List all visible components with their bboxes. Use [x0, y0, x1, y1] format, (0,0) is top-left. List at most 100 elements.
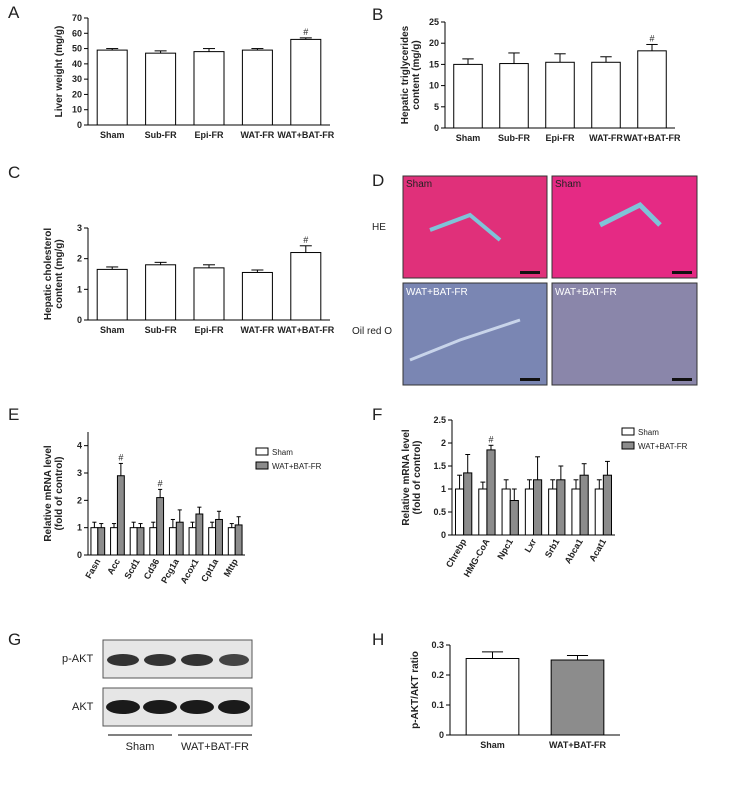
y-tick-label: 30: [72, 74, 82, 84]
y-tick-label: 0: [441, 530, 446, 540]
bar: [156, 497, 165, 556]
bar: [193, 51, 225, 126]
bar: [96, 49, 128, 126]
bar: [188, 527, 197, 556]
y-tick-label: 40: [72, 59, 82, 69]
y-tick-label: 5: [434, 102, 439, 112]
y-tick-label: 0.5: [433, 507, 446, 517]
legend-label: Sham: [638, 428, 659, 437]
y-tick-label: 1: [441, 484, 446, 494]
vessel: [598, 201, 662, 228]
blot-band: [180, 700, 214, 714]
y-tick-label: 10: [429, 81, 439, 91]
panel-letter: B: [372, 5, 383, 24]
panel-letter: A: [8, 3, 20, 22]
significance-mark: #: [488, 434, 493, 444]
tile-label: Sham: [406, 179, 432, 190]
bar: [509, 500, 519, 536]
x-tick-label: Scd1: [122, 557, 141, 581]
bar: [594, 488, 604, 536]
bar: [591, 61, 621, 129]
legend-swatch: [621, 441, 635, 450]
x-tick-label: Sub-FR: [145, 130, 177, 140]
y-tick-label: 4: [77, 441, 82, 451]
x-tick-label: Acat1: [587, 537, 608, 563]
y-tick-label: 50: [72, 44, 82, 54]
tile-label: WAT+BAT-FR: [555, 287, 617, 298]
bar: [486, 449, 496, 536]
y-tick-label: 0: [434, 123, 439, 133]
x-tick-label: WAT-FR: [240, 130, 274, 140]
bar: [110, 527, 118, 556]
bar: [145, 264, 177, 321]
x-tick-label: WAT+BAT-FR: [624, 133, 681, 143]
x-tick-label: WAT+BAT-FR: [277, 325, 334, 335]
blot-band: [181, 654, 213, 666]
y-tick-label: 1.5: [433, 461, 446, 471]
x-tick-label: Epi-FR: [195, 325, 224, 335]
x-tick-label: Sub-FR: [145, 325, 177, 335]
tile-label: Sham: [555, 179, 581, 190]
bar: [465, 658, 520, 736]
bar: [637, 50, 667, 129]
y-tick-label: 2: [77, 254, 82, 264]
he-image: [551, 175, 698, 279]
blot-band: [219, 654, 249, 666]
oil-red-image: [551, 282, 698, 386]
y-axis-label: Liver weight (mg/g): [54, 26, 65, 118]
y-tick-label: 1: [77, 523, 82, 533]
bar: [96, 268, 128, 321]
x-tick-label: WAT-FR: [240, 325, 274, 335]
bar: [463, 472, 473, 536]
y-tick-label: 0: [77, 315, 82, 325]
y-tick-label: 2.5: [433, 415, 446, 425]
blot-band: [144, 654, 176, 666]
scale-bar: [672, 378, 692, 381]
legend-swatch: [255, 447, 269, 456]
panel-letter: E: [8, 405, 19, 424]
y-tick-label: 20: [72, 89, 82, 99]
y-axis-label: (fold of control): [412, 441, 423, 515]
bar: [545, 61, 575, 129]
bar: [241, 271, 273, 321]
x-tick-label: Fasn: [83, 557, 102, 580]
bar: [136, 527, 145, 556]
bar: [533, 479, 543, 536]
y-tick-label: 25: [429, 17, 439, 27]
bar: [290, 252, 322, 321]
x-tick-label: Epi-FR: [546, 133, 575, 143]
y-tick-label: 3: [77, 223, 82, 233]
y-tick-label: 0: [77, 120, 82, 130]
legend-label: WAT+BAT-FR: [272, 462, 322, 471]
significance-mark: #: [649, 33, 654, 43]
y-tick-label: 3: [77, 468, 82, 478]
x-tick-label: Acc: [105, 557, 122, 576]
bar: [129, 527, 138, 556]
panel-letter: G: [8, 630, 21, 649]
bar: [215, 518, 223, 556]
panel-letter: F: [372, 405, 382, 424]
y-tick-label: 60: [72, 28, 82, 38]
bar: [550, 659, 605, 736]
scale-bar: [520, 271, 540, 274]
bar: [227, 527, 236, 556]
x-tick-label: WAT-FR: [589, 133, 623, 143]
significance-mark: #: [158, 478, 163, 488]
bar: [571, 488, 581, 536]
bar: [149, 527, 158, 556]
row-label: AKT: [72, 701, 94, 713]
x-tick-label: Chrebp: [444, 537, 469, 570]
scale-bar: [520, 378, 540, 381]
tile-label: WAT+BAT-FR: [406, 287, 468, 298]
x-tick-label: Sham: [456, 133, 481, 143]
bar: [90, 527, 99, 556]
bar: [168, 527, 177, 556]
y-tick-label: 70: [72, 13, 82, 23]
y-tick-label: 0.3: [431, 640, 444, 650]
y-axis-label: content (mg/g): [54, 239, 65, 308]
vessel: [409, 318, 521, 362]
bar: [195, 513, 204, 556]
x-tick-label: Srb1: [543, 537, 562, 559]
y-tick-label: 1: [77, 284, 82, 294]
